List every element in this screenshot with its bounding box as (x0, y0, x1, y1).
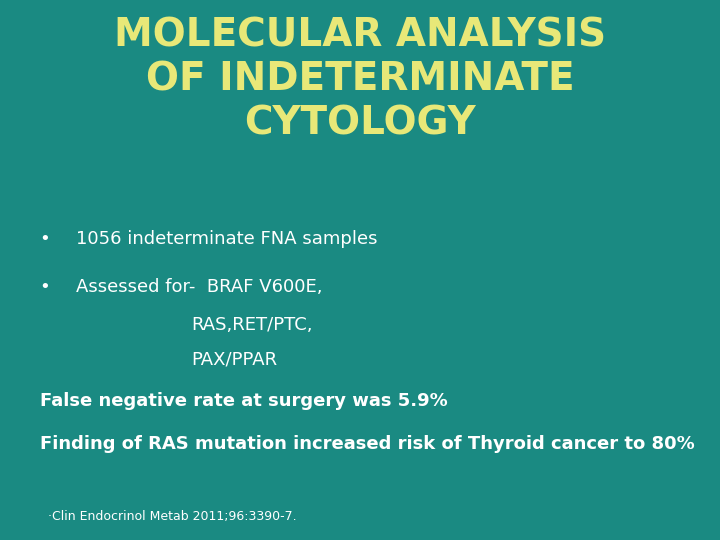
Text: PAX/PPAR: PAX/PPAR (191, 351, 277, 369)
Text: •: • (40, 278, 50, 296)
Text: Finding of RAS mutation increased risk of Thyroid cancer to 80%: Finding of RAS mutation increased risk o… (40, 435, 694, 453)
Text: ·Clin Endocrinol Metab 2011;96:3390-7.: ·Clin Endocrinol Metab 2011;96:3390-7. (40, 510, 296, 523)
Text: •: • (40, 230, 50, 247)
Text: RAS,RET/PTC,: RAS,RET/PTC, (191, 316, 312, 334)
Text: Assessed for-  BRAF V600E,: Assessed for- BRAF V600E, (76, 278, 322, 296)
Text: False negative rate at surgery was 5.9%: False negative rate at surgery was 5.9% (40, 392, 447, 409)
Text: MOLECULAR ANALYSIS
OF INDETERMINATE
CYTOLOGY: MOLECULAR ANALYSIS OF INDETERMINATE CYTO… (114, 16, 606, 142)
Text: 1056 indeterminate FNA samples: 1056 indeterminate FNA samples (76, 230, 377, 247)
